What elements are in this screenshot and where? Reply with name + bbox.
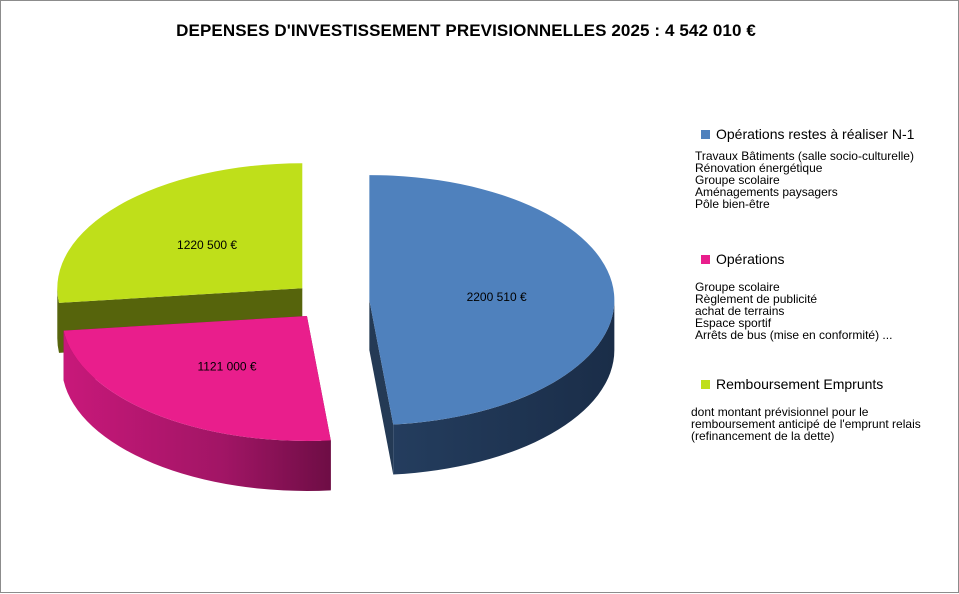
legend-label: Opérations — [716, 251, 785, 267]
pie-slice-1: 1121 000 € — [63, 315, 331, 491]
slice-value-label: 1220 500 € — [177, 238, 237, 252]
legend-note: (refinancement de la dette) — [691, 429, 835, 443]
legend-entry-restes-a-realiser: Opérations restes à réaliser N-1 Travaux… — [695, 126, 915, 210]
legend-note: Travaux Bâtiments (salle socio-culturell… — [695, 149, 914, 163]
legend-note: Règlement de publicité — [695, 292, 818, 306]
legend-entry-remboursement-emprunts: Remboursement Emprunts dont montant prév… — [691, 376, 921, 442]
legend-label: Opérations restes à réaliser N-1 — [716, 126, 915, 142]
legend-note: Aménagements paysagers — [695, 185, 838, 199]
legend-label: Remboursement Emprunts — [716, 376, 884, 392]
slice-side-face — [63, 330, 331, 491]
slice-value-label: 2200 510 € — [467, 290, 527, 304]
legend-note: Groupe scolaire — [695, 173, 780, 187]
slice-cut-face — [369, 300, 394, 475]
slice-side-face — [57, 288, 59, 353]
legend-note: Arrêts de bus (mise en conformité) ... — [695, 328, 893, 342]
legend-note: Pôle bien-être — [695, 197, 770, 211]
legend-note: dont montant prévisionnel pour le — [691, 405, 869, 419]
legend-note: Espace sportif — [695, 316, 772, 330]
legend-swatch-pink — [701, 254, 710, 264]
pie-slice-0: 2200 510 € — [369, 175, 615, 475]
legend-note: Rénovation énergétique — [695, 161, 823, 175]
slice-side-face — [393, 300, 615, 475]
legend-note: remboursement anticipé de l'emprunt rela… — [691, 417, 921, 431]
legend-note: Groupe scolaire — [695, 280, 780, 294]
chart-title: DEPENSES D'INVESTISSEMENT PREVISIONNELLE… — [176, 21, 756, 40]
legend-swatch-green — [701, 379, 710, 389]
slice-top-face — [57, 163, 303, 303]
slice-top-face — [369, 175, 615, 425]
slice-top-face — [63, 315, 331, 441]
slice-value-label: 1121 000 € — [197, 360, 256, 374]
legend-swatch-blue — [701, 129, 710, 139]
legend-entry-operations: Opérations Groupe scolaire Règlement de … — [695, 251, 892, 341]
legend-note: achat de terrains — [695, 304, 785, 318]
